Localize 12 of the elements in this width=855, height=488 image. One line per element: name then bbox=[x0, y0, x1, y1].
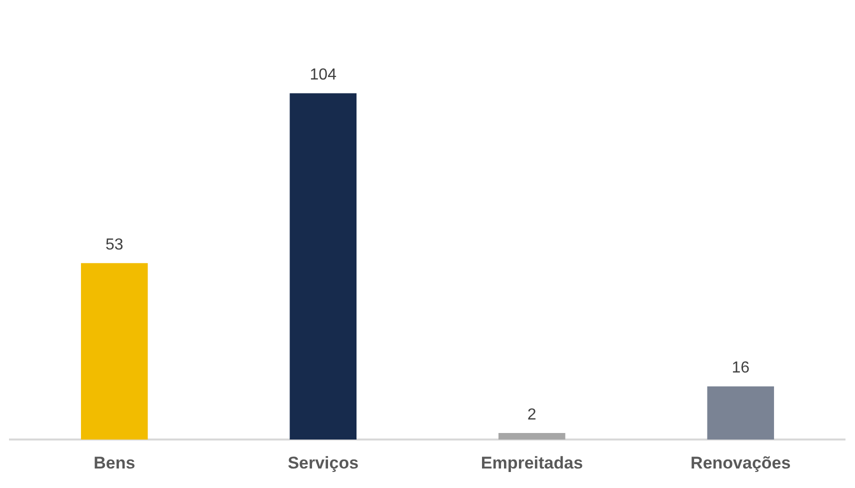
bar bbox=[707, 386, 774, 440]
bar bbox=[498, 432, 566, 440]
x-tick-label: Serviços bbox=[288, 453, 359, 472]
data-label: 104 bbox=[310, 66, 337, 84]
bar bbox=[290, 93, 357, 440]
x-tick-label: Bens bbox=[94, 453, 136, 472]
data-label: 2 bbox=[527, 406, 536, 424]
data-label: 16 bbox=[732, 360, 750, 377]
x-tick-label: Renovações bbox=[690, 453, 791, 472]
data-label: 53 bbox=[105, 236, 124, 254]
x-tick-label: Empreitadas bbox=[480, 453, 583, 472]
bar bbox=[80, 263, 148, 440]
